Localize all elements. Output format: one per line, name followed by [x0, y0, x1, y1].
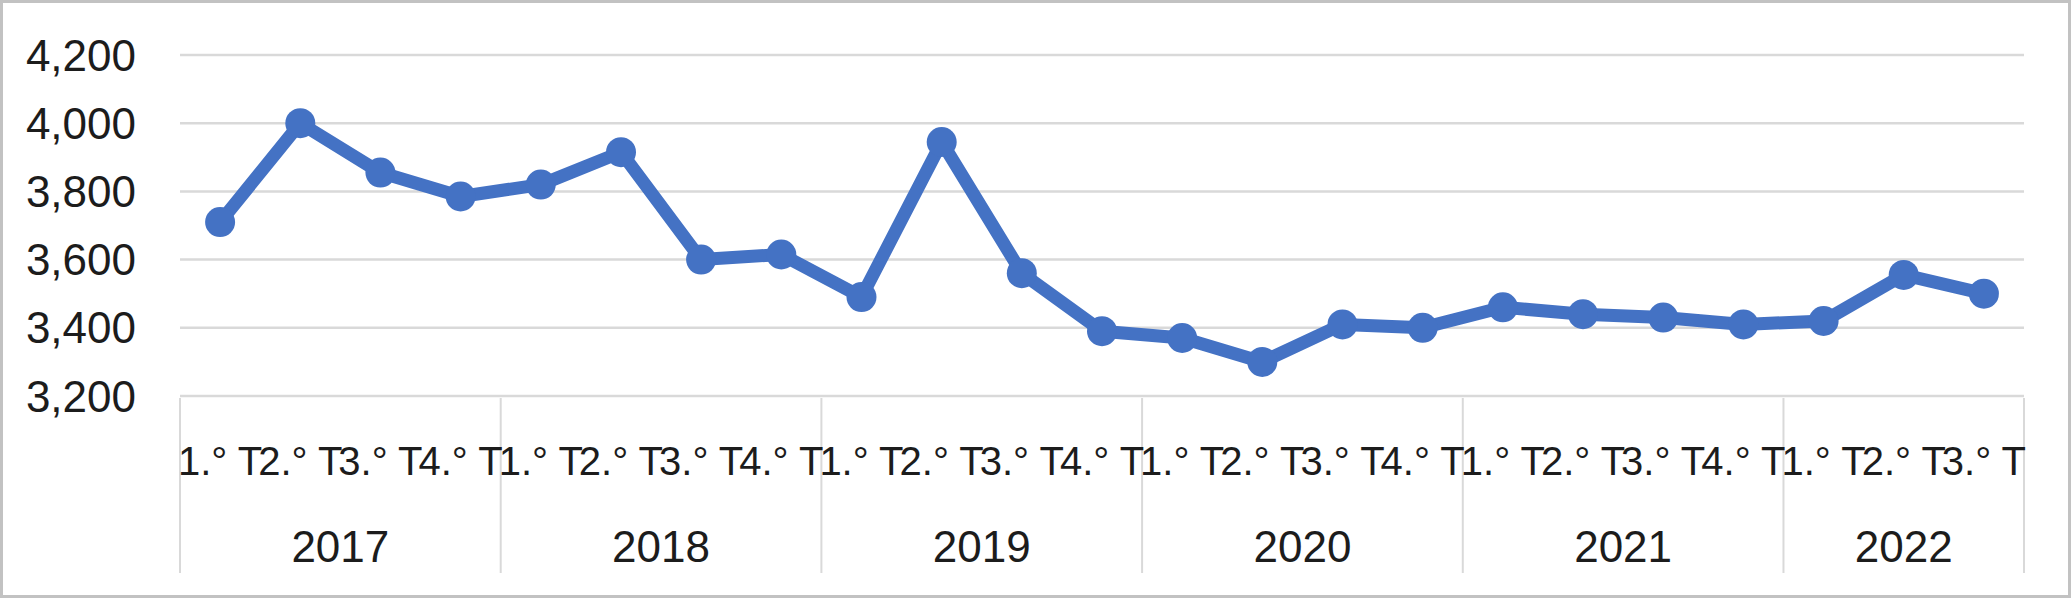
quarter-tick-label: 3.° T	[1942, 439, 2026, 483]
data-point-marker	[1408, 313, 1438, 343]
data-point-marker	[365, 158, 395, 188]
year-group-label: 2020	[1253, 522, 1351, 571]
quarter-tick-label: 3.° T	[980, 439, 1064, 483]
data-point-marker	[1889, 260, 1919, 290]
data-point-marker	[1648, 303, 1678, 333]
y-axis-tick-label: 3,400	[26, 303, 136, 352]
quarter-tick-label: 2.° T	[1862, 439, 1946, 483]
y-axis-tick-label: 3,800	[26, 167, 136, 216]
quarter-tick-label: 2.° T	[1220, 439, 1304, 483]
quarter-tick-label: 4.° T	[739, 439, 823, 483]
data-point-marker	[927, 127, 957, 157]
year-group-label: 2017	[291, 522, 389, 571]
data-point-marker	[1969, 279, 1999, 309]
data-point-marker	[1809, 306, 1839, 336]
y-axis-tick-label: 3,600	[26, 235, 136, 284]
quarter-tick-label: 3.° T	[659, 439, 743, 483]
data-point-marker	[446, 182, 476, 212]
quarter-tick-label: 4.° T	[1701, 439, 1785, 483]
y-axis-tick-label: 4,000	[26, 99, 136, 148]
year-group-label: 2019	[933, 522, 1031, 571]
y-axis-tick-label: 4,200	[26, 31, 136, 80]
line-chart-canvas: 3,2003,4003,6003,8004,0004,2001.° T2.° T…	[3, 3, 2071, 598]
data-point-marker	[847, 282, 877, 312]
quarter-tick-label: 2.° T	[900, 439, 984, 483]
quarter-tick-label: 4.° T	[419, 439, 503, 483]
data-point-marker	[526, 170, 556, 200]
data-point-marker	[766, 240, 796, 270]
quarter-tick-label: 2.° T	[258, 439, 342, 483]
quarter-tick-label: 4.° T	[1381, 439, 1465, 483]
data-point-marker	[606, 137, 636, 167]
quarter-tick-label: 1.° T	[1781, 439, 1865, 483]
quarter-tick-label: 3.° T	[1621, 439, 1705, 483]
quarterly-line-chart: 3,2003,4003,6003,8004,0004,2001.° T2.° T…	[0, 0, 2071, 598]
quarter-tick-label: 3.° T	[338, 439, 422, 483]
data-point-marker	[285, 108, 315, 138]
data-point-marker	[205, 207, 235, 237]
quarter-tick-label: 1.° T	[178, 439, 262, 483]
quarter-tick-label: 2.° T	[1541, 439, 1625, 483]
year-group-label: 2018	[612, 522, 710, 571]
data-point-marker	[1167, 323, 1197, 353]
data-point-marker	[1728, 309, 1758, 339]
data-point-marker	[1247, 347, 1277, 377]
quarter-tick-label: 1.° T	[499, 439, 583, 483]
quarter-tick-label: 2.° T	[579, 439, 663, 483]
data-point-marker	[1488, 292, 1518, 322]
data-point-marker	[1328, 309, 1358, 339]
quarter-tick-label: 1.° T	[819, 439, 903, 483]
data-point-marker	[1568, 299, 1598, 329]
quarter-tick-label: 4.° T	[1060, 439, 1144, 483]
data-point-marker	[686, 245, 716, 275]
quarter-tick-label: 1.° T	[1461, 439, 1545, 483]
quarter-tick-label: 1.° T	[1140, 439, 1224, 483]
data-point-marker	[1007, 258, 1037, 288]
quarter-tick-label: 3.° T	[1300, 439, 1384, 483]
year-group-label: 2021	[1574, 522, 1672, 571]
y-axis-tick-label: 3,200	[26, 372, 136, 421]
year-group-label: 2022	[1855, 522, 1953, 571]
data-point-marker	[1087, 316, 1117, 346]
